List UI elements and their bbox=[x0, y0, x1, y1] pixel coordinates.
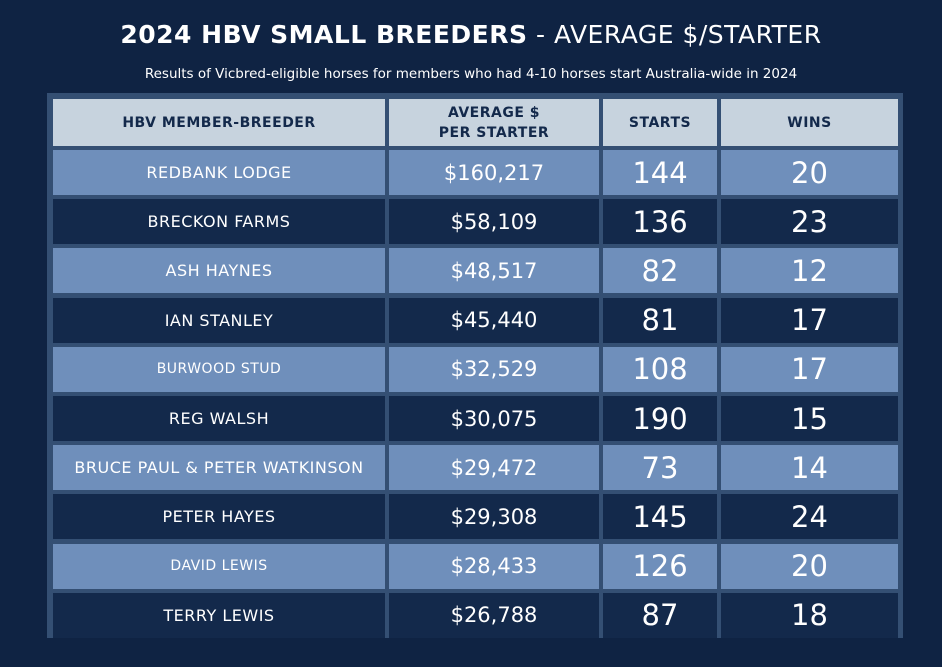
cell-breeder: IAN STANLEY bbox=[53, 297, 385, 343]
subtitle: Results of Vicbred-eligible horses for m… bbox=[144, 66, 798, 82]
page-title: 2024 HBV SMALL BREEDERS - AVERAGE $/STAR… bbox=[0, 20, 942, 49]
cell-average: $48,517 bbox=[389, 248, 599, 294]
cell-breeder: TERRY LEWIS bbox=[53, 592, 385, 638]
cell-breeder: DAVID LEWIS bbox=[53, 543, 385, 589]
cell-average: $58,109 bbox=[389, 199, 599, 245]
cell-starts: 108 bbox=[603, 346, 717, 392]
cell-average: $29,472 bbox=[389, 445, 599, 491]
cell-average: $28,433 bbox=[389, 543, 599, 589]
header-breeder-label: HBV MEMBER-BREEDER bbox=[122, 114, 316, 131]
cell-wins: 17 bbox=[721, 297, 898, 343]
title-rest: - AVERAGE $/STARTER bbox=[527, 20, 822, 49]
cell-average: $160,217 bbox=[389, 150, 599, 195]
cell-breeder: ASH HAYNES bbox=[53, 248, 385, 294]
cell-breeder: PETER HAYES bbox=[53, 494, 385, 540]
header-starts: STARTS bbox=[603, 99, 717, 146]
cell-breeder: BRUCE PAUL & PETER WATKINSON bbox=[53, 445, 385, 491]
header-average: AVERAGE $ PER STARTER bbox=[389, 99, 599, 146]
cell-wins: 14 bbox=[721, 445, 898, 491]
cell-wins: 18 bbox=[721, 592, 898, 638]
header-average-line1: AVERAGE $ bbox=[447, 104, 541, 121]
cell-breeder: REDBANK LODGE bbox=[53, 150, 385, 195]
cell-starts: 144 bbox=[603, 150, 717, 195]
header-wins-label: WINS bbox=[787, 114, 832, 131]
title-bold: 2024 HBV SMALL BREEDERS bbox=[120, 20, 528, 49]
cell-average: $30,075 bbox=[389, 396, 599, 441]
cell-breeder: BURWOOD STUD bbox=[53, 346, 385, 392]
cell-average: $26,788 bbox=[389, 592, 599, 638]
cell-wins: 20 bbox=[721, 150, 898, 195]
header-breeder: HBV MEMBER-BREEDER bbox=[53, 99, 385, 146]
cell-wins: 24 bbox=[721, 494, 898, 540]
cell-wins: 20 bbox=[721, 543, 898, 589]
header-wins: WINS bbox=[721, 99, 898, 146]
cell-wins: 17 bbox=[721, 346, 898, 392]
cell-wins: 12 bbox=[721, 248, 898, 294]
cell-wins: 23 bbox=[721, 199, 898, 245]
cell-average: $32,529 bbox=[389, 346, 599, 392]
cell-starts: 82 bbox=[603, 248, 717, 294]
cell-starts: 145 bbox=[603, 494, 717, 540]
cell-starts: 126 bbox=[603, 543, 717, 589]
cell-starts: 136 bbox=[603, 199, 717, 245]
header-starts-label: STARTS bbox=[628, 114, 692, 131]
header-average-line2: PER STARTER bbox=[438, 124, 550, 141]
cell-breeder: REG WALSH bbox=[53, 396, 385, 441]
cell-average: $45,440 bbox=[389, 297, 599, 343]
cell-average: $29,308 bbox=[389, 494, 599, 540]
cell-starts: 190 bbox=[603, 396, 717, 441]
cell-wins: 15 bbox=[721, 396, 898, 441]
results-table: HBV MEMBER-BREEDER AVERAGE $ PER STARTER … bbox=[47, 93, 903, 638]
cell-breeder: BRECKON FARMS bbox=[53, 199, 385, 245]
cell-starts: 73 bbox=[603, 445, 717, 491]
cell-starts: 87 bbox=[603, 592, 717, 638]
cell-starts: 81 bbox=[603, 297, 717, 343]
